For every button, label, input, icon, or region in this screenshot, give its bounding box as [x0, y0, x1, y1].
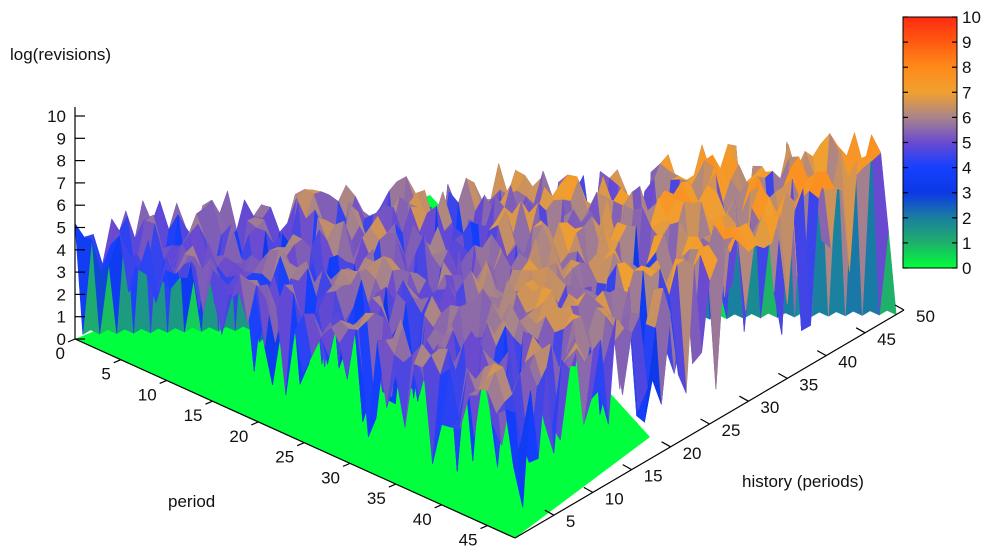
y-tick-mark [816, 350, 827, 357]
y-tick-mark [622, 464, 632, 471]
y-tick-label: 50 [916, 307, 935, 326]
y-tick-label: 45 [877, 330, 896, 349]
colorbar-tick-label: 1 [962, 234, 971, 253]
z-tick-label: 3 [57, 263, 66, 282]
colorbar-tick-label: 4 [962, 159, 971, 178]
colorbar-tick-label: 8 [962, 58, 971, 77]
surface-layer [74, 131, 897, 508]
y-tick-label: 5 [566, 512, 575, 531]
z-tick-label: 2 [57, 285, 66, 304]
y-tick-label: 15 [644, 467, 663, 486]
x-tick-label: 5 [101, 365, 110, 384]
y-tick-label: 35 [799, 375, 818, 394]
colorbar [902, 16, 958, 269]
colorbar-tick-label: 3 [962, 184, 971, 203]
z-tick-label: 9 [57, 129, 66, 148]
x-tick-mark [480, 525, 488, 530]
y-axis-label: history (periods) [742, 472, 864, 491]
surface-patch [505, 409, 524, 508]
x-tick-label: 45 [459, 531, 478, 549]
x-tick-mark [388, 483, 397, 488]
y-tick-label: 30 [760, 398, 779, 417]
x-tick-label: 25 [275, 448, 294, 467]
y-tick-mark [778, 372, 788, 379]
y-tick-mark [739, 395, 749, 402]
y-tick-mark [894, 304, 905, 311]
x-tick-label: 30 [321, 468, 340, 487]
y-tick-mark [583, 486, 594, 493]
colorbar-tick-label: 2 [962, 209, 971, 228]
x-tick-label: 0 [56, 344, 65, 363]
z-tick-label: 6 [57, 196, 66, 215]
z-axis-label: log(revisions) [10, 45, 111, 64]
y-tick-mark [661, 441, 671, 448]
x-tick-label: 15 [184, 406, 203, 425]
x-axis-label: period [168, 492, 215, 511]
x-tick-mark [251, 421, 259, 426]
axes-layer: 0123456789100510152025303540455101520253… [47, 107, 935, 549]
z-tick-label: 7 [57, 174, 66, 193]
x-tick-mark [342, 462, 351, 467]
x-tick-label: 20 [229, 427, 248, 446]
x-tick-label: 10 [138, 385, 157, 404]
y-tick-label: 10 [605, 489, 624, 508]
colorbar-tick-label: 0 [962, 259, 971, 278]
z-tick-label: 0 [57, 330, 66, 349]
z-tick-label: 4 [57, 241, 66, 260]
colorbar-tick-label: 7 [962, 83, 971, 102]
x-tick-mark [113, 359, 122, 364]
x-tick-mark [159, 379, 167, 385]
x-tick-mark [205, 400, 213, 405]
colorbar-tick-label: 6 [962, 108, 971, 127]
y-tick-label: 40 [838, 353, 857, 372]
z-tick-label: 5 [57, 219, 66, 238]
y-tick-label: 25 [722, 421, 741, 440]
z-tick-label: 10 [47, 107, 66, 126]
x-tick-mark [67, 338, 76, 343]
z-tick-label: 8 [57, 152, 66, 171]
y-tick-label: 20 [683, 444, 702, 463]
y-tick-mark [544, 509, 555, 516]
z-tick-label: 1 [57, 308, 66, 327]
x-tick-label: 35 [367, 489, 386, 508]
x-tick-label: 40 [413, 510, 432, 529]
y-tick-mark [855, 327, 866, 334]
colorbar-tick-label: 10 [962, 8, 981, 27]
colorbar-ticks: 0 1 2 3 4 5 6 7 8 9 10 [903, 8, 981, 278]
colorbar-tick-label: 5 [962, 134, 971, 153]
colorbar-tick-label: 9 [962, 33, 971, 52]
x-tick-mark [296, 442, 305, 447]
x-tick-mark [434, 504, 442, 509]
y-tick-mark [700, 418, 710, 425]
